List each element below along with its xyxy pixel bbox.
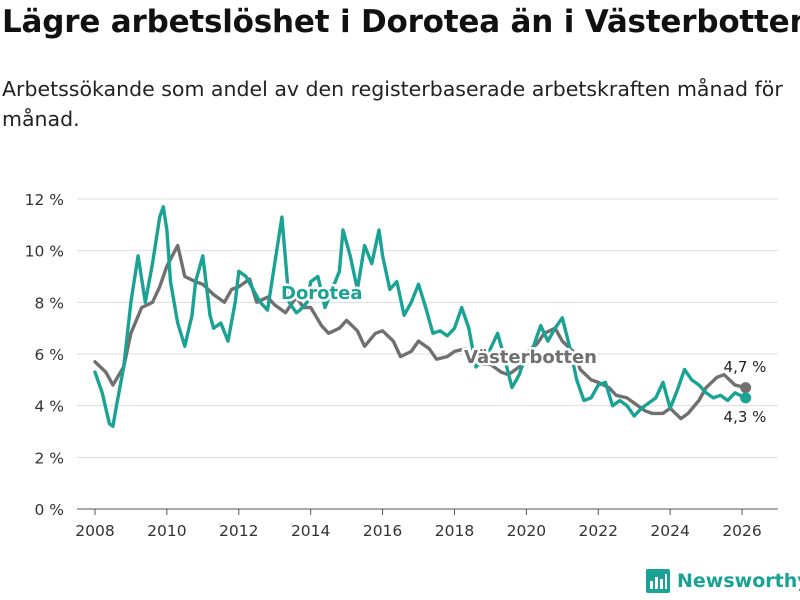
series-label-dorotea: Dorotea — [281, 283, 363, 304]
brand-name: Newsworthy — [677, 570, 800, 592]
end-point-v-sterbotten — [740, 382, 752, 394]
data-labels: Dorotea Västerbotten 4,7 % 4,3 % — [279, 281, 769, 429]
chart-title: Lägre arbetslöshet i Dorotea än i Väster… — [2, 4, 800, 40]
axes: 0 % 2 % 4 % 6 % 8 % 10 % 12 % 2008 2010 2012 2014 2… — [25, 191, 762, 540]
x-tick-label: 2012 — [219, 522, 258, 540]
x-tick-label: 2018 — [435, 522, 474, 540]
y-tick-label: 4 % — [34, 398, 64, 416]
y-tick-label: 8 % — [34, 294, 64, 312]
chart-subtitle: Arbetssökande som andel av den registerb… — [2, 77, 783, 131]
x-tick-label: 2010 — [147, 522, 186, 540]
series-line-v-sterbotten — [93, 243, 748, 421]
series-label-vasterbotten: Västerbotten — [464, 347, 597, 368]
x-tick-label: 2022 — [579, 522, 618, 540]
y-tick-label: 2 % — [34, 449, 64, 467]
x-tick-label: 2020 — [507, 522, 546, 540]
x-tick-label: 2024 — [650, 522, 689, 540]
series-line-dorotea — [93, 205, 748, 428]
newsworthy-logo: Newsworthy — [645, 568, 800, 594]
x-tick-label: 2014 — [291, 522, 330, 540]
x-tick-label: 2026 — [722, 522, 761, 540]
y-tick-label: 0 % — [34, 501, 64, 519]
y-tick-label: 10 % — [25, 243, 64, 261]
grid-lines — [77, 198, 778, 510]
end-point-dorotea — [740, 392, 752, 404]
bar-chart-icon — [646, 569, 670, 593]
series-lines — [93, 205, 752, 428]
x-tick-label: 2016 — [363, 522, 402, 540]
end-label-vasterbotten: 4,7 % — [724, 358, 767, 376]
end-label-dorotea: 4,3 % — [724, 408, 767, 426]
y-tick-label: 12 % — [25, 191, 64, 209]
x-tick-label: 2008 — [75, 522, 114, 540]
y-tick-label: 6 % — [34, 346, 64, 364]
